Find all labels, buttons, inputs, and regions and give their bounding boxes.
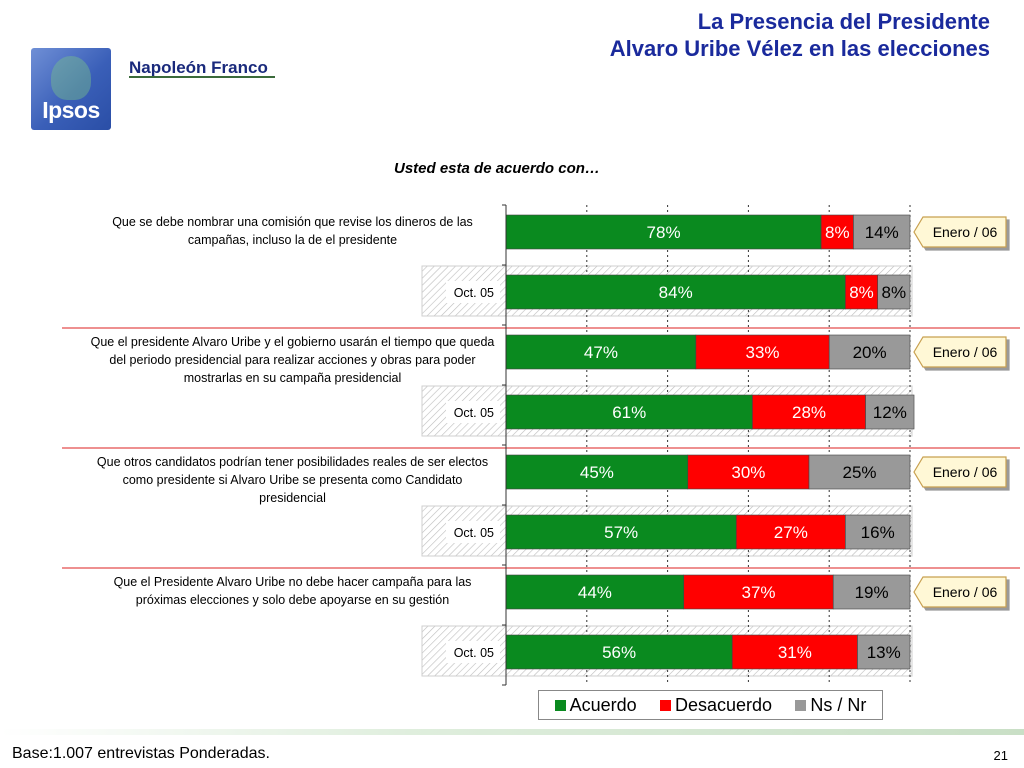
legend-swatch-desacuerdo xyxy=(659,699,671,711)
bar-segment-8-3 xyxy=(857,634,911,670)
value-label-7-3: 19% xyxy=(855,583,889,602)
wave-tag-4 xyxy=(913,576,1007,608)
wave-tag-text-4: Enero / 06 xyxy=(933,584,998,600)
value-label-4-3: 12% xyxy=(873,403,907,422)
chart-question: Usted esta de acuerdo con… xyxy=(394,160,600,177)
legend-label-desacuerdo: Desacuerdo xyxy=(674,694,773,715)
wave-tag-text-3: Enero / 06 xyxy=(933,464,998,480)
value-label-8-2: 31% xyxy=(778,643,812,662)
chart-legend: Acuerdo Desacuerdo Ns / Nr xyxy=(538,690,883,720)
value-label-3-3: 20% xyxy=(853,343,887,362)
value-label-3-2: 33% xyxy=(746,343,780,362)
value-label-7-1: 44% xyxy=(578,583,612,602)
bar-segment-2-3 xyxy=(877,274,911,310)
row-label-bg-4 xyxy=(446,401,500,423)
wave-tag-1 xyxy=(913,216,1007,248)
statement-label-4: Que el Presidente Alvaro Uribe no debe h… xyxy=(113,575,472,607)
bar-segment-7-1 xyxy=(505,574,685,610)
wave-tag-2 xyxy=(913,336,1007,368)
bar-segment-3-3 xyxy=(828,334,911,370)
logo-text: Ipsos xyxy=(42,97,100,123)
row-label-8: Oct. 05 xyxy=(454,646,494,660)
brand-name: Napoleón Franco xyxy=(129,58,268,77)
statement-label-2: Que el presidente Alvaro Uribe y el gobi… xyxy=(90,335,495,385)
value-label-8-3: 13% xyxy=(867,643,901,662)
statement-text-2: Que el presidente Alvaro Uribe y el gobi… xyxy=(90,335,495,385)
statement-text-3: Que otros candidatos podrían tener posib… xyxy=(96,455,489,505)
legend-label-acuerdo: Acuerdo xyxy=(569,694,637,715)
legend-swatch-nsnr xyxy=(795,699,807,711)
value-label-6-2: 27% xyxy=(774,523,808,542)
value-label-3-1: 47% xyxy=(584,343,618,362)
value-label-8-1: 56% xyxy=(602,643,636,662)
brand-underline xyxy=(129,76,275,78)
value-label-6-1: 57% xyxy=(604,523,638,542)
legend-item-nsnr: Ns / Nr xyxy=(795,695,866,716)
value-label-4-1: 61% xyxy=(612,403,646,422)
legend-item-desacuerdo: Desacuerdo xyxy=(659,694,773,716)
title-line-2: Alvaro Uribe Vélez en las elecciones xyxy=(609,36,990,61)
row-label-2: Oct. 05 xyxy=(454,286,494,300)
wave-tag-3 xyxy=(913,456,1007,488)
statement-text-1: Que se debe nombrar una comisión que rev… xyxy=(112,215,473,247)
statement-label-1: Que se debe nombrar una comisión que rev… xyxy=(112,215,473,247)
row-label-bg-8 xyxy=(446,641,500,663)
page-number: 21 xyxy=(993,748,1008,763)
value-label-7-2: 37% xyxy=(741,583,775,602)
legend-item-acuerdo: Acuerdo xyxy=(554,694,637,716)
footer-bar xyxy=(0,729,1024,735)
value-label-5-3: 25% xyxy=(842,463,876,482)
bar-segment-6-3 xyxy=(845,514,911,550)
bar-segment-7-3 xyxy=(832,574,911,610)
value-label-2-2: 8% xyxy=(849,283,874,302)
row-label-bg-6 xyxy=(446,521,500,543)
statement-label-3: Que otros candidatos podrían tener posib… xyxy=(96,455,489,505)
value-label-5-1: 45% xyxy=(580,463,614,482)
value-label-2-1: 84% xyxy=(659,283,693,302)
value-label-4-2: 28% xyxy=(792,403,826,422)
bar-segment-5-1 xyxy=(505,454,689,490)
bar-segment-1-1 xyxy=(505,214,822,250)
value-label-6-3: 16% xyxy=(861,523,895,542)
bar-segment-6-2 xyxy=(735,514,846,550)
bar-segment-3-2 xyxy=(695,334,830,370)
statement-text-4: Que el Presidente Alvaro Uribe no debe h… xyxy=(113,575,472,607)
value-label-1-3: 14% xyxy=(865,223,899,242)
title-line-1: La Presencia del Presidente xyxy=(697,9,990,34)
row-label-6: Oct. 05 xyxy=(454,526,494,540)
row-label-bg-2 xyxy=(446,281,500,303)
bar-segment-5-2 xyxy=(687,454,810,490)
logo-figure-icon xyxy=(51,56,91,100)
value-label-1-2: 8% xyxy=(825,223,850,242)
ipsos-logo: Ipsos xyxy=(31,48,111,130)
value-label-2-3: 8% xyxy=(882,283,907,302)
bar-segment-4-1 xyxy=(505,394,753,430)
wave-tag-text-2: Enero / 06 xyxy=(933,344,998,360)
bar-segment-4-3 xyxy=(865,394,915,430)
bar-segment-1-2 xyxy=(820,214,854,250)
base-note: Base:1.007 entrevistas Ponderadas. xyxy=(12,745,270,762)
legend-swatch-acuerdo xyxy=(554,699,566,711)
legend-label-nsnr: Ns / Nr xyxy=(810,694,867,715)
bar-segment-7-2 xyxy=(683,574,834,610)
wave-tag-text-1: Enero / 06 xyxy=(933,224,998,240)
bar-segment-4-2 xyxy=(752,394,866,430)
row-label-4: Oct. 05 xyxy=(454,406,494,420)
bar-segment-1-3 xyxy=(853,214,911,250)
value-label-1-1: 78% xyxy=(647,223,681,242)
bar-segment-5-3 xyxy=(808,454,911,490)
bar-segment-8-2 xyxy=(731,634,858,670)
value-label-5-2: 30% xyxy=(731,463,765,482)
bar-segment-3-1 xyxy=(505,334,697,370)
page-title: La Presencia del Presidente Alvaro Uribe… xyxy=(610,8,990,62)
